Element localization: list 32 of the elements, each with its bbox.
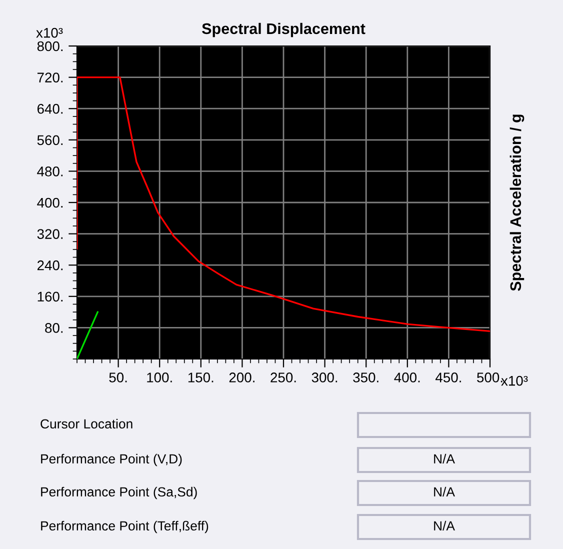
y-tick-label: 800.: [37, 41, 63, 52]
y-tick-label: 400.: [37, 198, 63, 208]
x-tick-label: 500.: [477, 372, 502, 382]
y-tick-label: 480.: [37, 166, 63, 176]
x-tick-label: 450.: [436, 372, 461, 382]
text: x10³: [501, 376, 528, 386]
x-tick-label: 200.: [229, 372, 254, 382]
x-tick-label: 100.: [147, 372, 172, 382]
y-tick-label: 640.: [37, 104, 63, 114]
y-tick-label: 80.: [45, 323, 63, 333]
text: N/A: [434, 486, 455, 497]
y-axis-title: Spectral Acceleration / g: [510, 114, 524, 291]
chart-title: Spectral Displacement: [202, 22, 366, 38]
x-tick-label: 50.: [109, 372, 127, 382]
text: N/A: [434, 520, 455, 531]
y-tick-label: 320.: [37, 229, 63, 239]
line-series: [77, 76, 490, 332]
text: x10³: [36, 28, 63, 38]
x-tick-label: 250.: [270, 372, 296, 382]
y-tick-label: 560.: [37, 135, 63, 146]
text: Cursor Location: [40, 418, 132, 429]
x-tick-label: 350.: [353, 372, 378, 382]
text: N/A: [434, 454, 455, 464]
y-tick-label: 720.: [37, 72, 63, 82]
text: Performance Point (Teff,ßeff): [41, 520, 208, 534]
y-tick-label: 160.: [38, 292, 63, 302]
text: Performance Point (V,D): [41, 454, 182, 466]
y-tick-label: 240.: [37, 260, 63, 270]
text: Performance Point (Sa,Sd): [41, 486, 197, 500]
x-tick-label: 400.: [394, 372, 420, 382]
x-tick-label: 300.: [312, 372, 338, 382]
x-tick-label: 150.: [188, 372, 214, 382]
